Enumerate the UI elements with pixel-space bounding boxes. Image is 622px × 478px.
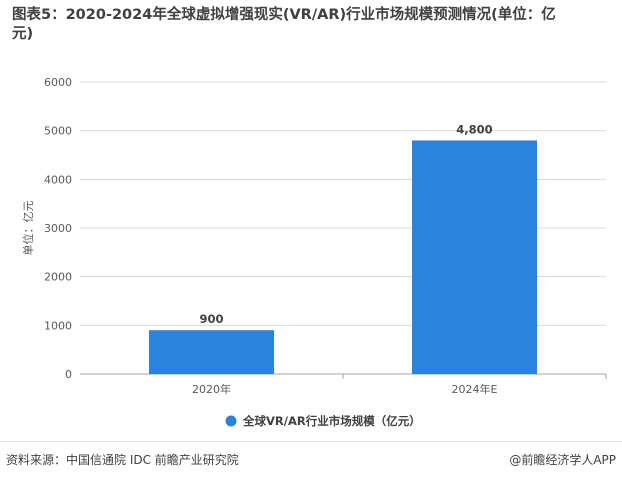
legend-label: 全球VR/AR行业市场规模（亿元）: [242, 414, 421, 428]
chart-title-line1: 图表5：2020-2024年全球虚拟增强现实(VR/AR)行业市场规模预测情况(…: [12, 7, 556, 23]
chart-title: 图表5：2020-2024年全球虚拟增强现实(VR/AR)行业市场规模预测情况(…: [12, 6, 612, 44]
y-tick-label: 4000: [44, 173, 72, 186]
footer: 资料来源：中国信通院 IDC 前瞻产业研究院 @前瞻经济学人APP: [0, 441, 622, 478]
source-note: 资料来源：中国信通院 IDC 前瞻产业研究院: [6, 453, 239, 467]
bar: [149, 330, 274, 374]
legend-marker: [225, 415, 237, 427]
brand-credit: @前瞻经济学人APP: [509, 453, 616, 467]
bar-chart: 0 1000 2000 3000 4000 5000 6000 单位：亿元 900 2020年 4,…: [21, 76, 607, 428]
y-axis-title: 单位：亿元: [21, 201, 35, 256]
y-tick-label: 2000: [44, 271, 72, 284]
y-tick-label: 6000: [44, 76, 72, 89]
chart-title-line2: 元): [12, 26, 34, 42]
y-tick-label: 0: [65, 368, 72, 381]
y-tick-label: 3000: [44, 222, 72, 235]
bar: [412, 140, 537, 374]
y-tick-label: 1000: [44, 319, 72, 332]
y-tick-label: 5000: [44, 125, 72, 138]
data-label: 4,800: [456, 122, 492, 136]
x-tick-label: 2024年E: [452, 382, 498, 396]
x-tick-label: 2020年: [192, 382, 231, 396]
data-label: 900: [199, 312, 223, 326]
